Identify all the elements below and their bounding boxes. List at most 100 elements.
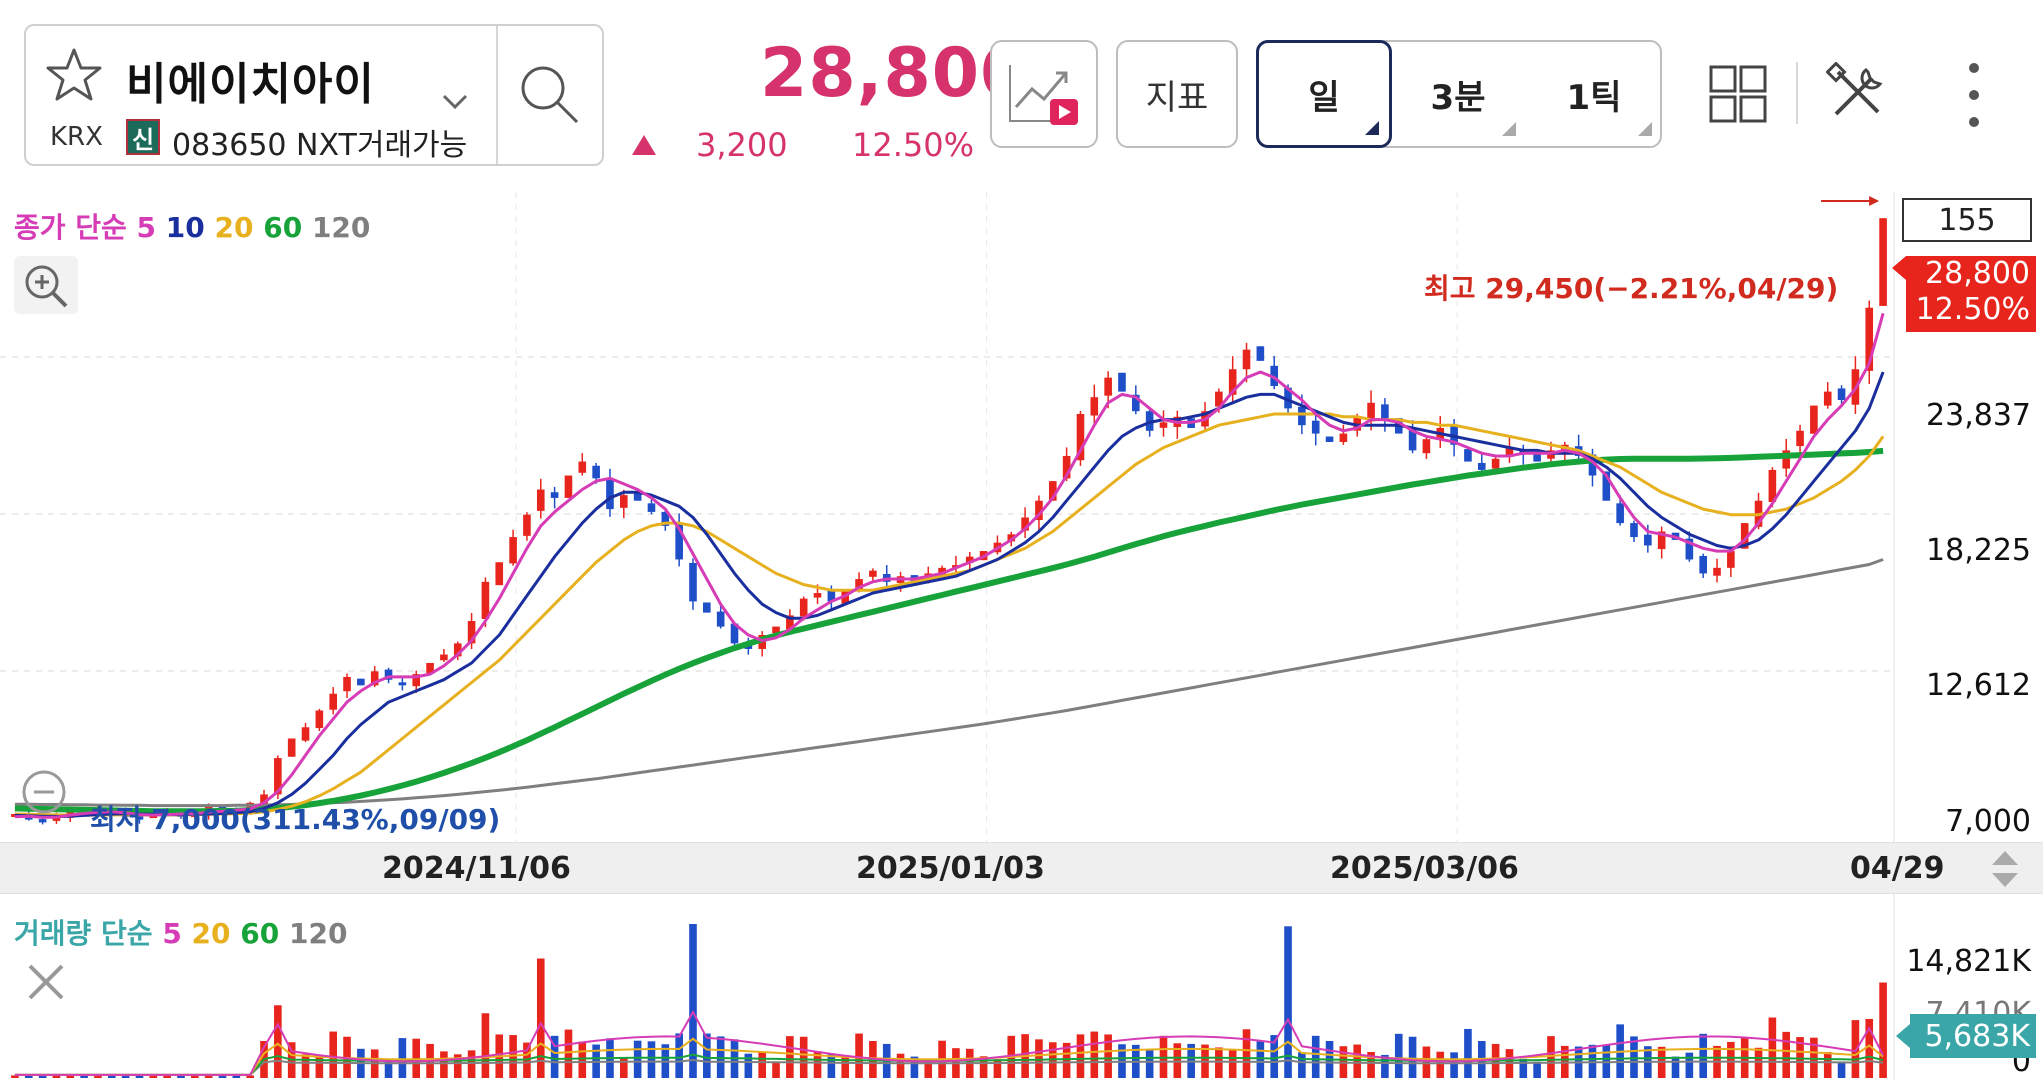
candle-body <box>1865 307 1874 371</box>
volume-bar <box>11 1075 19 1078</box>
candle-body <box>578 461 587 473</box>
candle-body <box>1477 462 1486 470</box>
volume-legend[interactable]: 거래량 단순 5 20 60 120 <box>14 912 347 952</box>
volume-bar <box>107 1075 116 1078</box>
volume-bar <box>993 1059 1002 1078</box>
volume-bar <box>1381 1054 1389 1078</box>
candle-body <box>744 645 753 649</box>
volume-bar <box>1228 1050 1237 1078</box>
volume-bar <box>703 1033 711 1078</box>
period-tab-label: 일 <box>1308 77 1340 118</box>
market-label: KRX <box>50 122 103 152</box>
volume-bar <box>38 1075 47 1078</box>
volume-bar <box>1519 1058 1528 1078</box>
period-tab-1tick[interactable]: 1틱 <box>1526 42 1662 146</box>
volume-bar <box>1090 1031 1099 1078</box>
volume-bar <box>1837 1061 1846 1078</box>
candle-body <box>1464 449 1472 462</box>
low-annotation: 최저 7,000(311.43%,09/09) <box>90 803 501 836</box>
volume-bar <box>1215 1047 1223 1078</box>
volume-bar <box>135 1075 144 1078</box>
volume-bar <box>1754 1047 1763 1078</box>
candle-body <box>1048 481 1057 501</box>
legend-ma120: 120 <box>288 917 348 950</box>
chart-play-button[interactable] <box>990 40 1098 148</box>
candle-body <box>1132 394 1140 412</box>
price-tag-rate: 12.50% <box>1915 292 2030 327</box>
candle-body <box>827 589 836 602</box>
candle-body <box>467 620 476 644</box>
volume-bar <box>619 1057 628 1078</box>
volume-bar <box>149 1075 158 1078</box>
candle-body <box>703 602 711 613</box>
candle-body <box>1021 517 1029 531</box>
candle-body <box>370 671 379 686</box>
high-annotation: 최고 29,450(−2.21%,04/29) <box>1424 272 1839 305</box>
close-icon[interactable] <box>22 958 70 1006</box>
volume-bar <box>813 1051 822 1078</box>
back-circle-icon[interactable] <box>20 768 68 816</box>
volume-bar <box>675 1033 683 1078</box>
candle-body <box>1740 523 1749 549</box>
more-icon[interactable] <box>1956 58 1992 132</box>
price-chart[interactable] <box>0 192 2043 842</box>
candle-body <box>1311 420 1320 434</box>
ma-legend[interactable]: 종가 단순 5 10 20 60 120 <box>14 206 370 246</box>
period-tab-3min[interactable]: 3분 <box>1390 42 1526 146</box>
price-tag-price: 28,800 <box>1925 256 2030 291</box>
volume-y-tick: 14,821K <box>1906 944 2031 979</box>
stock-selector[interactable]: 비에이치아이 KRX 신 083650 NXT거래가능 <box>24 24 604 166</box>
candle-body <box>440 654 448 661</box>
candle-body <box>1298 406 1306 426</box>
search-button[interactable] <box>498 26 602 164</box>
candle-body <box>1270 365 1279 387</box>
current-price-tag: 28,800 12.50% <box>1906 256 2036 332</box>
chevron-down-icon[interactable] <box>438 84 472 118</box>
volume-bar <box>24 1075 33 1078</box>
candle-body <box>1630 523 1638 538</box>
volume-bar <box>578 1041 587 1078</box>
candle-body <box>1602 471 1611 501</box>
candle-body <box>52 816 61 821</box>
volume-bar <box>1436 1051 1445 1078</box>
tools-icon[interactable] <box>1826 62 1888 124</box>
legend-ma5: 5 <box>162 917 182 950</box>
star-icon[interactable] <box>44 46 104 106</box>
volume-bar <box>786 1036 794 1078</box>
y-tick-label: 12,612 <box>1926 668 2031 703</box>
volume-bar <box>329 1031 338 1078</box>
candle-body <box>343 676 351 692</box>
stock-name[interactable]: 비에이치아이 <box>126 59 375 110</box>
volume-ma5-line <box>14 1010 1884 1076</box>
period-tab-day[interactable]: 일 <box>1256 40 1392 148</box>
candle-body <box>647 503 656 512</box>
x-axis[interactable]: 2024/11/06 2025/01/03 2025/03/06 04/29 <box>0 842 2043 894</box>
indicator-button[interactable]: 지표 <box>1116 40 1238 148</box>
scroll-arrows-icon[interactable] <box>1988 847 2022 891</box>
volume-bar <box>744 1053 753 1078</box>
volume-bar <box>315 1054 324 1078</box>
candle-body <box>1118 372 1126 392</box>
volume-bar <box>1630 1036 1638 1078</box>
volume-chart[interactable] <box>0 894 2043 1080</box>
candle-body <box>1367 402 1375 422</box>
volume-bar <box>177 1075 185 1078</box>
candle-body <box>1035 500 1043 521</box>
volume-bar <box>1685 1052 1694 1078</box>
stock-code: 083650 NXT거래가능 <box>172 128 468 163</box>
volume-bar <box>979 1056 988 1078</box>
candle-body <box>1796 430 1804 447</box>
ma60-line <box>14 447 1884 815</box>
divider <box>1796 62 1798 124</box>
volume-bar <box>924 1059 933 1078</box>
up-arrow-icon <box>632 135 656 155</box>
volume-bar <box>1270 1035 1279 1078</box>
volume-bar <box>855 1033 863 1078</box>
grid-layout-icon[interactable] <box>1708 64 1768 124</box>
visible-count-box[interactable]: 155 <box>1902 198 2032 242</box>
x-tick-label: 2024/11/06 <box>382 851 571 886</box>
volume-bar <box>1298 1052 1306 1078</box>
zoom-button[interactable] <box>14 256 78 314</box>
volume-bar <box>301 1054 310 1078</box>
volume-bar <box>1464 1028 1472 1078</box>
